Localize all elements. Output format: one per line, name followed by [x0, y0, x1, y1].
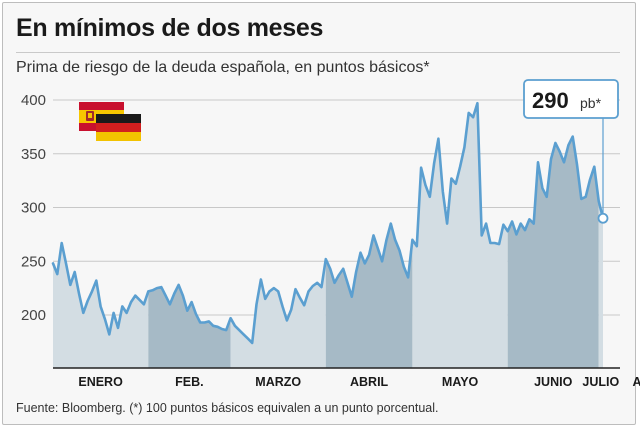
y-tick-label: 250: [21, 253, 46, 270]
y-tick-label: 400: [21, 92, 46, 109]
month-label: AGO.: [633, 375, 640, 389]
chart-subtitle: Prima de riesgo de la deuda española, en…: [16, 59, 430, 76]
area-band-mayo: [412, 103, 508, 368]
month-label: ABRIL: [350, 375, 389, 389]
callout-unit: pb*: [580, 95, 602, 111]
area-band-julio: [598, 201, 603, 368]
country-flags: [79, 102, 141, 141]
last-value-callout: 290 pb*: [523, 79, 619, 224]
x-axis-month-labels: ENEROFEB.MARZOABRILMAYOJUNIOJULIOAGO.SEP…: [78, 375, 640, 389]
title-divider: [16, 52, 620, 53]
month-label: MAYO: [442, 375, 479, 389]
month-label: JULIO: [582, 375, 619, 389]
source-note: Fuente: Bloomberg. (*) 100 puntos básico…: [16, 401, 439, 415]
y-tick-label: 300: [21, 200, 46, 217]
area-band-enero: [53, 243, 149, 368]
month-bands: [53, 103, 603, 368]
y-tick-label: 200: [21, 307, 46, 324]
series-line-group: [51, 101, 605, 345]
month-label: ENERO: [78, 375, 123, 389]
last-point-marker: [597, 212, 609, 224]
month-label: FEB.: [175, 375, 203, 389]
area-band-feb: [148, 284, 231, 368]
callout-box: [523, 79, 619, 119]
y-axis-ticks: 200 250 300 350 400: [21, 92, 46, 324]
area-band-marzo: [230, 259, 326, 368]
chart-title: En mínimos de dos meses: [16, 14, 324, 42]
month-label: JUNIO: [534, 375, 572, 389]
series-line: [51, 101, 605, 345]
y-tick-label: 350: [21, 146, 46, 163]
area-band-abril: [325, 223, 413, 368]
area-band-junio: [507, 136, 599, 368]
month-label: MARZO: [255, 375, 301, 389]
germany-flag-icon: [96, 114, 141, 141]
callout-value: 290: [532, 88, 569, 113]
